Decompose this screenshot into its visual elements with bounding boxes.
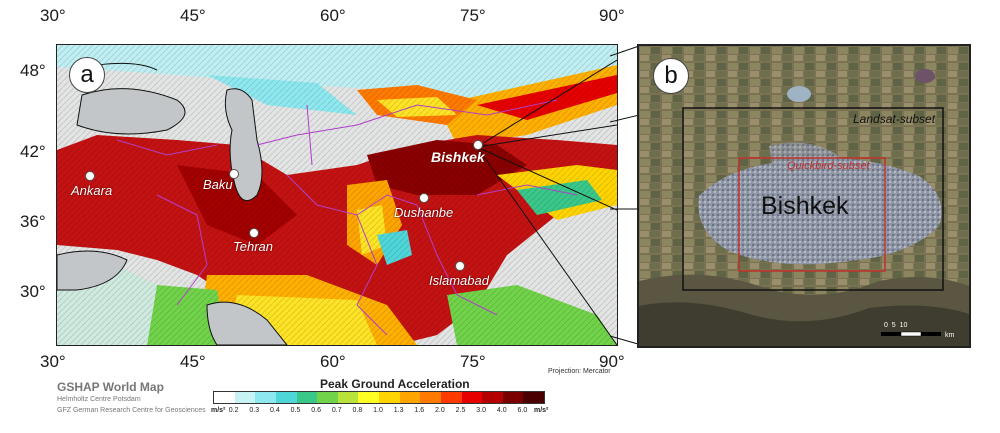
city-marker-islamabad: [455, 261, 465, 271]
top-tick-45: 45°: [180, 6, 206, 25]
city-marker-ankara: [85, 171, 95, 181]
quickbird-subset-label: Quickbird-subset: [787, 160, 870, 172]
top-tick-90: 90°: [599, 6, 625, 25]
bottom-tick-30: 30°: [40, 352, 66, 371]
lat-tick-36: 36°: [20, 212, 46, 231]
city-label-ankara: Ankara: [71, 183, 113, 198]
legend-label: 0.8: [352, 407, 363, 414]
legend-label: 0.4: [270, 407, 280, 414]
city-label-baku: Baku: [203, 177, 233, 192]
legend-label: 0.5: [290, 407, 301, 414]
top-tick-60: 60°: [320, 6, 346, 25]
lat-tick-48: 48°: [20, 61, 46, 80]
legend-label: 0.6: [311, 407, 321, 414]
legend-swatch: [523, 392, 544, 403]
legend-label: 3.0: [476, 407, 486, 414]
map-source-title: GSHAP World Map: [57, 380, 164, 394]
projection-note: Projection: Mercator: [548, 368, 611, 375]
legend-swatch: [296, 392, 318, 403]
panel-a-label: a: [69, 57, 105, 93]
legend-swatch: [399, 392, 421, 403]
legend-labels: 0.2 0.3 0.4 0.5 0.6 0.7 0.8 1.0 1.3 1.6 2.0 2.5 3.0 4…: [213, 407, 543, 417]
bottom-tick-45: 45°: [180, 352, 206, 371]
city-label-bishkek: Bishkek: [431, 149, 485, 165]
legend-label: 0.2: [228, 407, 239, 414]
lat-tick-42: 42°: [20, 142, 46, 161]
legend-swatch: [275, 392, 297, 403]
legend-label: 0.7: [331, 407, 342, 414]
city-marker-bishkek: [473, 140, 483, 150]
landsat-subset-label: Landsat-subset: [853, 112, 936, 126]
legend-label: 0.3: [249, 407, 260, 414]
legend-label: 6.0: [517, 407, 528, 414]
top-tick-75: 75°: [460, 6, 486, 25]
legend-swatch: [255, 392, 276, 403]
legend-swatch: [379, 392, 400, 403]
top-tick-30: 30°: [40, 6, 66, 25]
city-label-tehran: Tehran: [233, 239, 273, 254]
legend-unit-right: m/s²: [534, 407, 549, 414]
hazard-map-graphic: [57, 45, 617, 345]
bottom-tick-90: 90°: [599, 352, 625, 371]
legend-swatch: [502, 392, 524, 403]
legend-swatch: [482, 392, 503, 403]
legend-swatch: [337, 392, 359, 403]
legend-unit-left: m/s²: [211, 407, 226, 414]
legend-title: Peak Ground Acceleration: [320, 377, 470, 391]
satellite-image: [639, 46, 969, 346]
legend-label: 1.3: [393, 407, 404, 414]
legend-colorbar: [213, 391, 545, 404]
city-label-dushanbe: Dushanbe: [394, 205, 454, 220]
map-source-org1: Helmholtz Centre Potsdam: [57, 396, 141, 403]
legend-label: 1.0: [373, 407, 383, 414]
city-marker-baku: [229, 169, 239, 179]
lat-tick-30: 30°: [20, 282, 46, 301]
bottom-tick-75: 75°: [460, 352, 486, 371]
city-marker-dushanbe: [419, 193, 429, 203]
map-source-org2: GFZ German Research Centre for Geoscienc…: [57, 407, 206, 414]
legend-swatch: [440, 392, 462, 403]
legend-swatch: [461, 392, 483, 403]
legend-label: 1.6: [414, 407, 425, 414]
panel-b-label: b: [653, 58, 689, 94]
city-marker-tehran: [249, 228, 259, 238]
legend-label: 4.0: [496, 407, 507, 414]
legend-swatch: [317, 392, 338, 403]
legend-swatch: [214, 392, 235, 403]
legend-swatch: [358, 392, 379, 403]
satellite-city-label: Bishkek: [761, 192, 849, 220]
bottom-tick-60: 60°: [320, 352, 346, 371]
legend-label: 2.0: [435, 407, 445, 414]
legend-swatch: [234, 392, 256, 403]
legend-swatch: [420, 392, 441, 403]
hazard-map-panel: a Bishkek Baku Ankara Dushanbe Tehran Is…: [56, 44, 618, 346]
scale-bar-label: 0 5 10: [884, 322, 908, 329]
city-label-islamabad: Islamabad: [429, 273, 489, 288]
scale-bar-unit: km: [945, 332, 955, 339]
satellite-panel: b Landsat-subset Quickbird-subset Bishke…: [637, 44, 971, 348]
legend-label: 2.5: [455, 407, 466, 414]
